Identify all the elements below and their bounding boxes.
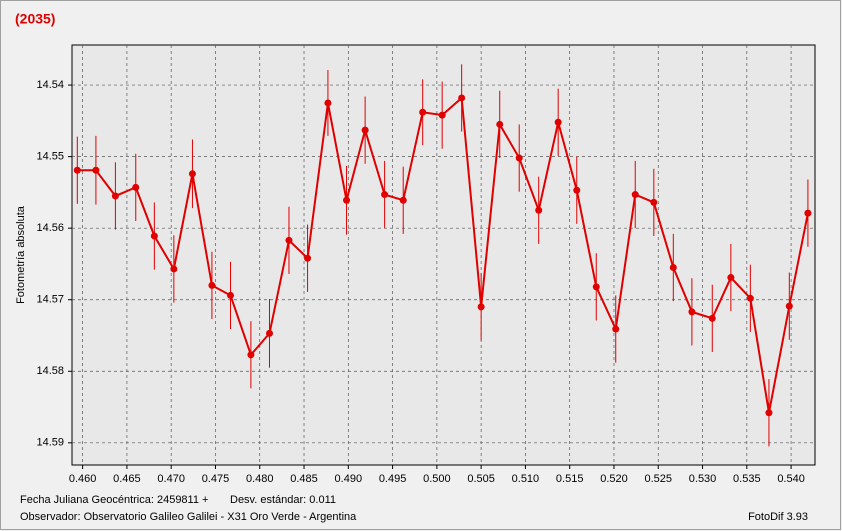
data-point	[458, 94, 466, 102]
data-point	[554, 118, 562, 126]
data-point	[304, 254, 312, 262]
data-point	[688, 308, 696, 316]
x-tick-label: 0.490	[335, 473, 363, 485]
data-point	[785, 302, 793, 310]
data-point	[727, 274, 735, 282]
x-tick-label: 0.500	[423, 473, 451, 485]
x-tick-label: 0.505	[467, 473, 495, 485]
x-tick-label: 0.525	[644, 473, 672, 485]
x-tick-label: 0.520	[600, 473, 628, 485]
data-point	[746, 294, 754, 302]
data-point	[438, 111, 446, 119]
data-point	[573, 186, 581, 194]
data-point	[419, 108, 427, 116]
observer: Observador: Observatorio Galileo Galilei…	[20, 511, 357, 523]
data-point	[324, 99, 332, 107]
data-point	[399, 196, 407, 204]
y-tick-label: 14.57	[36, 294, 64, 306]
x-tick-label: 0.530	[689, 473, 717, 485]
data-point	[804, 209, 812, 217]
data-point	[496, 120, 504, 128]
x-tick-label: 0.485	[290, 473, 318, 485]
julian-date: Fecha Juliana Geocéntrica: 2459811 +	[20, 494, 208, 506]
plot-area	[71, 44, 816, 466]
data-point	[188, 170, 196, 178]
data-point	[612, 325, 620, 333]
y-tick-label: 14.54	[36, 79, 64, 91]
data-point	[631, 191, 639, 199]
x-tick-label: 0.515	[556, 473, 584, 485]
data-point	[73, 166, 81, 174]
data-point	[669, 264, 677, 272]
data-point	[170, 265, 178, 273]
x-tick-label: 0.540	[777, 473, 805, 485]
x-tick-label: 0.510	[512, 473, 540, 485]
data-point	[285, 236, 293, 244]
data-point	[592, 283, 600, 291]
data-point	[535, 206, 543, 214]
chart-title: (2035)	[15, 11, 55, 27]
y-tick-label: 14.58	[36, 365, 64, 377]
data-point	[477, 303, 485, 311]
data-point	[650, 198, 658, 206]
data-point	[265, 329, 273, 337]
x-tick-label: 0.480	[246, 473, 274, 485]
data-point	[708, 314, 716, 322]
data-point	[361, 126, 369, 134]
y-tick-label: 14.59	[36, 437, 64, 449]
x-tick-label: 0.465	[113, 473, 141, 485]
x-tick-label: 0.495	[379, 473, 407, 485]
data-point	[381, 191, 389, 199]
y-tick-label: 14.55	[36, 151, 64, 163]
data-point	[247, 351, 255, 359]
x-tick-label: 0.475	[202, 473, 230, 485]
data-point	[227, 291, 235, 299]
data-point	[343, 196, 351, 204]
x-tick-label: 0.470	[157, 473, 185, 485]
software: FotoDif 3.93	[748, 511, 808, 523]
y-tick-label: 14.56	[36, 222, 64, 234]
x-tick-label: 0.535	[733, 473, 761, 485]
x-tick-label: 0.460	[69, 473, 97, 485]
data-point	[111, 192, 119, 200]
data-point	[132, 183, 140, 191]
data-point	[515, 154, 523, 162]
data-point	[92, 166, 100, 174]
data-point	[208, 281, 216, 289]
data-point	[765, 409, 773, 417]
y-axis-label: Fotometría absoluta	[15, 205, 27, 304]
data-point	[150, 232, 158, 240]
std-dev: Desv. estándar: 0.011	[230, 494, 336, 506]
